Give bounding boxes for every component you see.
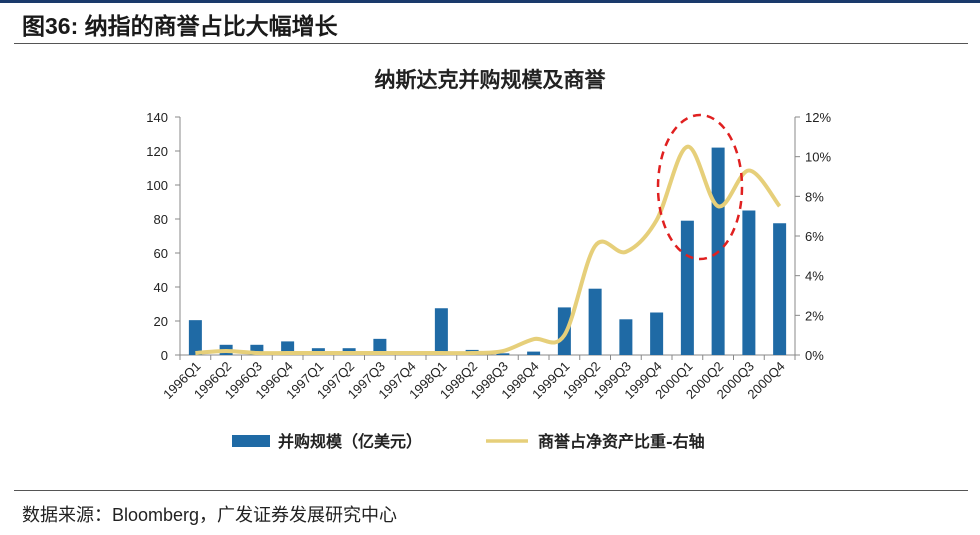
bar <box>188 320 202 355</box>
legend-bar-label: 并购规模（亿美元） <box>278 432 422 451</box>
y-left-tick-label: 0 <box>161 348 168 363</box>
axes-layer <box>175 116 800 360</box>
y-left-tick-label: 40 <box>154 280 168 295</box>
bar <box>773 223 787 355</box>
bar <box>434 308 448 355</box>
figure-header: 图36: 纳指的商誉占比大幅增长 <box>0 0 980 47</box>
figure-label: 图36: <box>22 13 79 39</box>
line-layer <box>195 144 782 356</box>
bar <box>373 338 387 355</box>
chart: 纳斯达克并购规模及商誉 0 20 40 60 80 100 120 140 0% 2% 4% 6% 8%… <box>146 67 831 451</box>
ticks-layer: 0204060801001201400%2%4%6%8%10%12%1996Q1… <box>146 110 831 402</box>
bar <box>680 220 694 355</box>
y-left-tick-label: 120 <box>146 144 168 159</box>
bar <box>527 351 541 355</box>
bar <box>650 312 664 355</box>
source-note: 数据来源：Bloomberg，广发证券发展研究中心 <box>22 505 398 525</box>
legend: 并购规模（亿美元） 商誉占净资产比重-右轴 <box>232 432 705 451</box>
footer-divider <box>14 490 968 491</box>
series-line-goodwill <box>195 144 782 356</box>
y-left-tick-label: 80 <box>154 212 168 227</box>
legend-bar-swatch <box>232 435 270 447</box>
legend-line-label: 商誉占净资产比重-右轴 <box>538 432 705 451</box>
bar <box>496 353 510 355</box>
y-right-tick-label: 12% <box>805 110 831 125</box>
figure-title-text: 纳指的商誉占比大幅增长 <box>84 13 338 39</box>
bar <box>619 319 633 355</box>
y-right-tick-label: 2% <box>805 308 824 323</box>
y-left-tick-label: 20 <box>154 314 168 329</box>
figure-title: 图36: 纳指的商誉占比大幅增长 <box>22 7 338 41</box>
chart-title: 纳斯达克并购规模及商誉 <box>375 67 607 92</box>
bar <box>588 288 602 355</box>
bars-layer <box>188 147 787 355</box>
y-right-tick-label: 4% <box>805 269 824 284</box>
y-left-tick-label: 140 <box>146 110 168 125</box>
y-right-tick-label: 0% <box>805 348 824 363</box>
y-right-tick-label: 6% <box>805 229 824 244</box>
y-right-tick-label: 8% <box>805 189 824 204</box>
y-right-tick-label: 10% <box>805 150 831 165</box>
bar <box>250 344 264 355</box>
y-left-tick-label: 100 <box>146 178 168 193</box>
y-left-tick-label: 60 <box>154 246 168 261</box>
bar <box>742 210 756 355</box>
annotation-ellipse <box>656 113 744 261</box>
